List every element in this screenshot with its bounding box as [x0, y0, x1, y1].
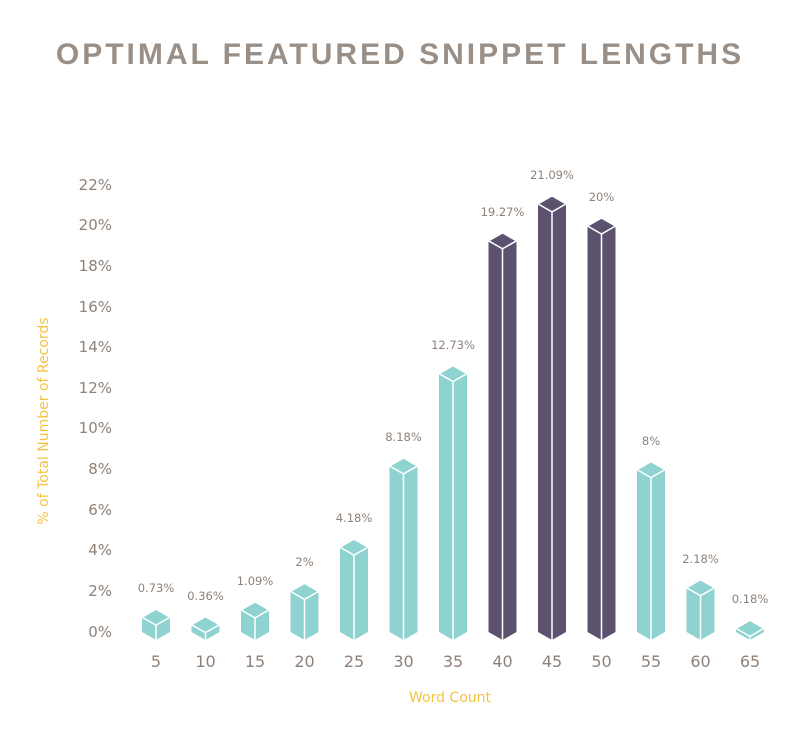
bar-55 — [635, 460, 667, 640]
bar-20 — [288, 582, 321, 640]
y-tick: 16% — [78, 298, 112, 316]
x-tick: 40 — [492, 652, 513, 671]
y-tick: 20% — [78, 216, 112, 234]
value-label: 0.36% — [187, 588, 224, 603]
value-label: 19.27% — [480, 204, 525, 219]
bar-40 — [486, 231, 519, 640]
y-tick: 18% — [78, 257, 112, 275]
value-label: 4.18% — [335, 511, 373, 526]
value-label: 21.09% — [530, 167, 574, 182]
x-tick: 5 — [150, 652, 162, 671]
value-label: 12.73% — [431, 337, 475, 352]
value-label: 8.18% — [385, 429, 422, 444]
bar-30 — [387, 457, 420, 640]
x-tick: 65 — [739, 652, 761, 671]
y-tick: 8% — [88, 460, 112, 478]
y-tick: 4% — [88, 541, 112, 559]
y-tick: 22% — [78, 176, 112, 194]
x-tick: 60 — [690, 652, 711, 671]
x-tick: 50 — [591, 652, 612, 671]
bar-25 — [338, 538, 370, 640]
x-tick: 30 — [393, 652, 414, 671]
y-tick: 0% — [88, 623, 112, 641]
value-label: 2% — [295, 555, 314, 570]
y-tick: 6% — [88, 501, 112, 519]
chart-title: OPTIMAL FEATURED SNIPPET LENGTHS — [55, 38, 745, 71]
y-tick: 2% — [88, 582, 112, 600]
bar-10 — [189, 615, 222, 640]
bar-50 — [585, 217, 618, 640]
x-tick: 45 — [541, 652, 563, 671]
bar-45 — [536, 195, 568, 641]
bar-35 — [437, 364, 469, 640]
y-tick: 10% — [78, 419, 112, 437]
x-tick: 25 — [343, 652, 365, 671]
x-tick: 20 — [294, 652, 315, 671]
value-label: 0.18% — [731, 592, 769, 607]
bar-60 — [684, 578, 717, 640]
y-tick: 12% — [78, 379, 112, 397]
bar-5 — [140, 608, 172, 640]
value-label: 1.09% — [236, 573, 274, 588]
x-tick: 35 — [442, 652, 464, 671]
x-tick: 55 — [640, 652, 662, 671]
value-label: 0.73% — [137, 581, 175, 596]
bar-65 — [734, 619, 766, 640]
y-tick: 14% — [78, 338, 112, 356]
x-tick: 10 — [195, 652, 216, 671]
x-tick: 15 — [244, 652, 266, 671]
value-label: 20% — [588, 190, 615, 204]
value-label: 2.18% — [682, 551, 719, 566]
bar-15 — [239, 601, 271, 640]
value-label: 8% — [641, 433, 661, 448]
x-axis-label: Word Count — [408, 690, 491, 706]
